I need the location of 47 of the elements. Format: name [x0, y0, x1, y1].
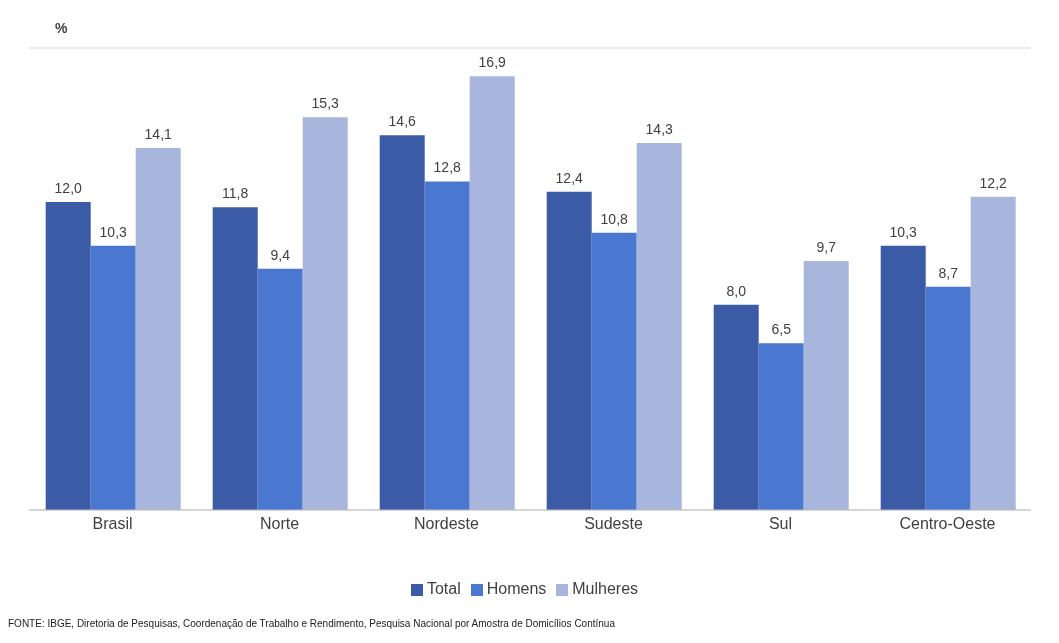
bar	[546, 191, 592, 510]
bar	[212, 207, 258, 510]
bar	[713, 304, 759, 510]
y-axis-title: %	[55, 19, 68, 36]
legend-label: Mulheres	[572, 580, 639, 597]
data-label: 6,5	[771, 321, 792, 338]
data-label: 9,7	[816, 239, 837, 256]
bar	[469, 76, 515, 510]
data-label: 12,0	[54, 180, 83, 196]
data-label: 14,3	[645, 120, 674, 137]
x-tick-label: Norte	[259, 515, 300, 533]
data-label: 8,7	[938, 264, 959, 281]
data-label: 12,8	[433, 159, 462, 176]
source-note: FONTE: IBGE, Diretoria de Pesquisas, Coordenação de Trabalho e Rendimento, Pesquisa Nacional por Amostra de Domicílios Contínua	[8, 618, 616, 629]
bar	[135, 148, 181, 510]
bar	[758, 343, 804, 510]
data-label: 10,3	[99, 223, 128, 240]
bar	[636, 142, 682, 510]
x-tick-label: Nordeste	[414, 515, 480, 533]
data-label: 12,4	[555, 169, 584, 186]
bar	[45, 202, 91, 510]
bar	[970, 196, 1016, 510]
data-label: 14,1	[144, 126, 173, 143]
bar	[302, 117, 348, 510]
x-tick-label: Sul	[768, 515, 793, 533]
bar	[803, 261, 849, 510]
data-label: 12,2	[979, 174, 1008, 191]
bar	[379, 135, 425, 510]
bar	[925, 286, 971, 510]
bar	[424, 181, 470, 510]
legend-label: Homens	[486, 580, 547, 597]
x-tick-label: Centro-Oeste	[899, 515, 996, 533]
data-label: 10,8	[600, 210, 629, 227]
bar	[257, 268, 303, 510]
data-label: 8,0	[726, 282, 747, 299]
data-label: 16,9	[478, 54, 507, 71]
x-tick-label: Sudeste	[584, 515, 643, 533]
data-label: 10,3	[889, 223, 918, 240]
legend-label: Total	[426, 580, 461, 597]
data-label: 14,6	[388, 113, 417, 130]
data-label: 11,8	[222, 185, 249, 202]
data-label: 9,4	[270, 246, 291, 263]
bar	[90, 245, 136, 510]
bar	[591, 232, 637, 510]
x-tick-label: Brasil	[92, 515, 133, 533]
data-label: 15,3	[311, 95, 340, 112]
bar	[880, 245, 926, 510]
